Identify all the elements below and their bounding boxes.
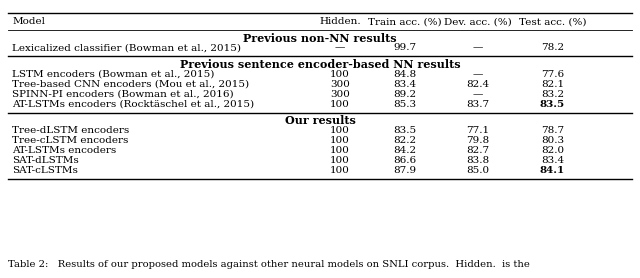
Text: 99.7: 99.7 <box>394 43 417 52</box>
Text: Tree-dLSTM encoders: Tree-dLSTM encoders <box>12 126 129 135</box>
Text: 82.1: 82.1 <box>541 80 564 89</box>
Text: 300: 300 <box>330 90 350 99</box>
Text: 77.6: 77.6 <box>541 70 564 79</box>
Text: 84.1: 84.1 <box>540 166 565 175</box>
Text: 84.8: 84.8 <box>394 70 417 79</box>
Text: 83.7: 83.7 <box>467 100 490 109</box>
Text: 83.8: 83.8 <box>467 156 490 165</box>
Text: Test acc. (%): Test acc. (%) <box>518 17 586 26</box>
Text: 78.2: 78.2 <box>541 43 564 52</box>
Text: Hidden.: Hidden. <box>319 17 361 26</box>
Text: 82.2: 82.2 <box>394 136 417 145</box>
Text: Dev. acc. (%): Dev. acc. (%) <box>444 17 512 26</box>
Text: SPINN-PI encoders (Bowman et al., 2016): SPINN-PI encoders (Bowman et al., 2016) <box>12 90 234 99</box>
Text: 83.2: 83.2 <box>541 90 564 99</box>
Text: 89.2: 89.2 <box>394 90 417 99</box>
Text: SAT-dLSTMs: SAT-dLSTMs <box>12 156 79 165</box>
Text: AT-LSTMs encoders: AT-LSTMs encoders <box>12 146 116 155</box>
Text: Tree-based CNN encoders (Mou et al., 2015): Tree-based CNN encoders (Mou et al., 201… <box>12 80 250 89</box>
Text: 77.1: 77.1 <box>467 126 490 135</box>
Text: 100: 100 <box>330 100 350 109</box>
Text: Our results: Our results <box>285 115 355 126</box>
Text: Previous non-NN results: Previous non-NN results <box>243 33 397 44</box>
Text: 300: 300 <box>330 80 350 89</box>
Text: 86.6: 86.6 <box>394 156 417 165</box>
Text: 83.4: 83.4 <box>394 80 417 89</box>
Text: 87.9: 87.9 <box>394 166 417 175</box>
Text: 82.7: 82.7 <box>467 146 490 155</box>
Text: Model: Model <box>12 17 45 26</box>
Text: Train acc. (%): Train acc. (%) <box>368 17 442 26</box>
Text: 85.3: 85.3 <box>394 100 417 109</box>
Text: LSTM encoders (Bowman et al., 2015): LSTM encoders (Bowman et al., 2015) <box>12 70 214 79</box>
Text: —: — <box>473 90 483 99</box>
Text: 100: 100 <box>330 156 350 165</box>
Text: Lexicalized classifier (Bowman et al., 2015): Lexicalized classifier (Bowman et al., 2… <box>12 43 241 52</box>
Text: 100: 100 <box>330 70 350 79</box>
Text: 100: 100 <box>330 126 350 135</box>
Text: Table 2:   Results of our proposed models against other neural models on SNLI co: Table 2: Results of our proposed models … <box>8 260 530 269</box>
Text: Tree-cLSTM encoders: Tree-cLSTM encoders <box>12 136 129 145</box>
Text: AT-LSTMs encoders (Rocktäschel et al., 2015): AT-LSTMs encoders (Rocktäschel et al., 2… <box>12 100 254 109</box>
Text: 82.0: 82.0 <box>541 146 564 155</box>
Text: 84.2: 84.2 <box>394 146 417 155</box>
Text: 85.0: 85.0 <box>467 166 490 175</box>
Text: —: — <box>473 70 483 79</box>
Text: Previous sentence encoder-based NN results: Previous sentence encoder-based NN resul… <box>180 59 460 70</box>
Text: 82.4: 82.4 <box>467 80 490 89</box>
Text: 100: 100 <box>330 146 350 155</box>
Text: 78.7: 78.7 <box>541 126 564 135</box>
Text: 79.8: 79.8 <box>467 136 490 145</box>
Text: 83.5: 83.5 <box>394 126 417 135</box>
Text: 83.5: 83.5 <box>540 100 565 109</box>
Text: —: — <box>335 43 345 52</box>
Text: 100: 100 <box>330 166 350 175</box>
Text: 80.3: 80.3 <box>541 136 564 145</box>
Text: SAT-cLSTMs: SAT-cLSTMs <box>12 166 78 175</box>
Text: —: — <box>473 43 483 52</box>
Text: 83.4: 83.4 <box>541 156 564 165</box>
Text: 100: 100 <box>330 136 350 145</box>
